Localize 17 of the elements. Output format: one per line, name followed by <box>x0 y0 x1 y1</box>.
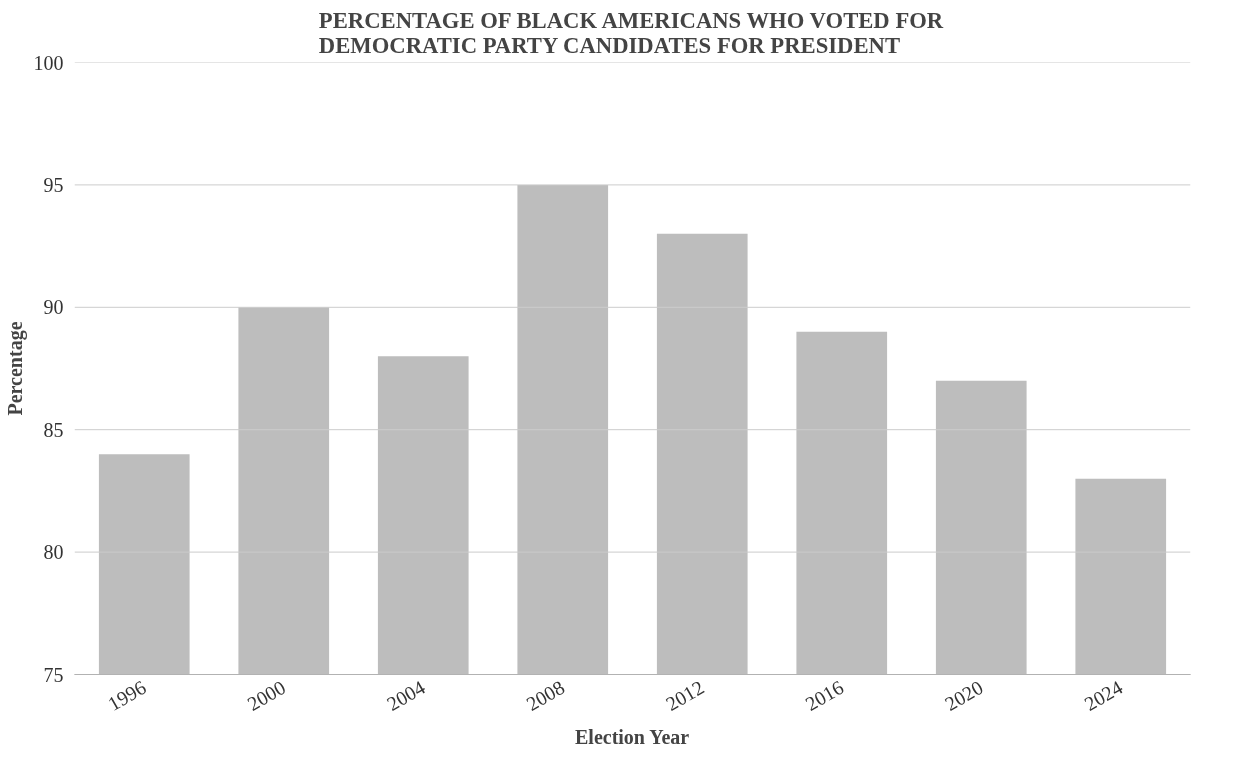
y-tick-label: 75 <box>43 663 64 686</box>
x-tick-label: 2008 <box>522 675 569 715</box>
chart-title: PERCENTAGE OF BLACK AMERICANS WHO VOTED FOR DEMOCRATIC PARTY CANDIDATES FOR PRESIDENT <box>318 7 944 58</box>
x-tick-label: 2012 <box>662 675 708 715</box>
y-tick-label: 85 <box>43 418 64 441</box>
x-tick-label: 2024 <box>1080 675 1127 715</box>
y-tick-label: 90 <box>43 296 64 319</box>
x-axis-title: Election Year <box>575 725 690 748</box>
x-tick-label: 2004 <box>383 675 429 715</box>
x-tick-label: 2000 <box>243 675 290 715</box>
x-tick-label: 2016 <box>801 675 848 715</box>
x-tick-label: 1996 <box>104 675 150 715</box>
x-tick-label: 2020 <box>941 675 987 715</box>
y-axis-title: Percentage <box>3 321 27 416</box>
y-tick-label: 95 <box>43 173 64 196</box>
y-tick-label: 100 <box>33 51 64 74</box>
y-tick-label: 80 <box>43 541 64 564</box>
